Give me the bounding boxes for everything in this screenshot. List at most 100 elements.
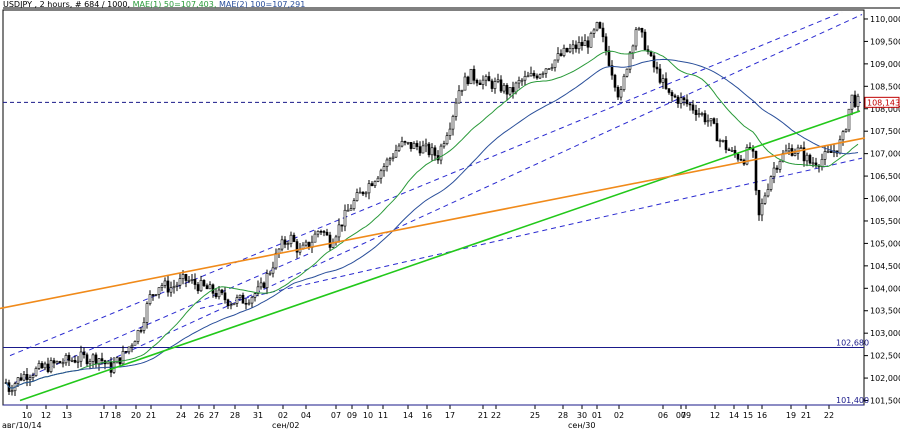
x-tick-label: 07 xyxy=(676,411,686,420)
candle-body xyxy=(676,96,680,104)
candle-body xyxy=(241,294,245,304)
candle-body xyxy=(265,273,269,288)
candle-body xyxy=(370,183,374,187)
x-tick-label: 16 xyxy=(757,411,767,420)
candle-body xyxy=(799,147,803,150)
candle-body xyxy=(544,68,548,74)
candle-body xyxy=(757,190,761,216)
candle-body xyxy=(802,147,806,162)
x-tick-label: 15 xyxy=(743,411,753,420)
candle-body xyxy=(529,72,533,77)
candle-body xyxy=(151,294,155,296)
candle-body xyxy=(292,234,296,242)
y-tick-label: 108,500 xyxy=(870,82,900,91)
channel-lower-line-a xyxy=(14,251,313,384)
candle-body xyxy=(343,209,347,227)
x-tick-label: 21 xyxy=(478,411,488,420)
candle-body xyxy=(580,42,584,47)
y-tick-label: 104,500 xyxy=(870,262,900,271)
candle-body xyxy=(64,354,68,364)
candle-body xyxy=(769,176,773,190)
candle-body xyxy=(829,150,833,153)
candle-body xyxy=(583,40,587,47)
candle-body xyxy=(508,87,512,95)
candle-body xyxy=(394,150,398,158)
candle-body xyxy=(46,363,50,372)
candle-body xyxy=(58,361,62,364)
last-price-box xyxy=(864,96,900,108)
x-tick-label: 04 xyxy=(301,411,311,420)
candle-body xyxy=(304,241,308,246)
candle-body xyxy=(694,109,698,115)
candle-body xyxy=(217,289,221,298)
candle-body xyxy=(247,302,251,305)
x-tick-label: 21 xyxy=(801,411,811,420)
candle-body xyxy=(487,76,491,82)
trendline-green xyxy=(19,110,861,402)
y-tick-label: 104,000 xyxy=(870,284,900,293)
candle-body xyxy=(850,94,854,110)
ma2-line xyxy=(5,58,859,389)
x-tick-label: 22 xyxy=(491,411,501,420)
candle-body xyxy=(520,79,524,82)
candle-body xyxy=(514,82,518,93)
candle-body xyxy=(286,243,290,245)
candle-body xyxy=(379,170,383,179)
x-tick-label: 10 xyxy=(22,411,32,420)
candle-body xyxy=(124,351,128,353)
candle-body xyxy=(136,330,140,342)
x-tick-label: 12 xyxy=(710,411,720,420)
candle-body xyxy=(25,374,29,380)
candle-body xyxy=(598,22,602,29)
candle-body xyxy=(250,296,254,304)
candle-body xyxy=(268,272,272,275)
candle-body xyxy=(169,287,173,293)
candle-body xyxy=(805,154,809,162)
y-tick-label: 105,500 xyxy=(870,217,900,226)
candle-body xyxy=(655,66,659,70)
y-tick-label: 108,000 xyxy=(870,105,900,114)
ma1-line xyxy=(5,50,859,389)
candle-body xyxy=(73,359,77,363)
candle-body xyxy=(457,90,461,104)
candle-body xyxy=(232,302,236,306)
candle-body xyxy=(178,278,182,286)
candle-body xyxy=(19,377,23,381)
candle-body xyxy=(67,354,71,361)
candle-body xyxy=(226,299,230,307)
candle-body xyxy=(679,97,683,104)
candle-body xyxy=(550,67,554,69)
candle-body xyxy=(685,99,689,105)
horizontal-level-label: 102,680 xyxy=(836,339,869,348)
candle-body xyxy=(145,303,149,323)
x-tick-label: 13 xyxy=(62,411,72,420)
candle-body xyxy=(856,95,860,107)
candle-body xyxy=(691,104,695,111)
candle-body xyxy=(34,368,38,376)
x-tick-label: 14 xyxy=(403,411,413,420)
candle-body xyxy=(658,68,662,83)
candle-body xyxy=(592,29,596,34)
candle-body xyxy=(535,75,539,79)
candle-body xyxy=(196,284,200,292)
candle-body xyxy=(229,304,233,307)
candle-body xyxy=(409,142,413,149)
candle-body xyxy=(61,362,65,365)
x-tick-label: 20 xyxy=(131,411,141,420)
candle-body xyxy=(94,354,98,365)
y-tick-label: 105,000 xyxy=(870,239,900,248)
candle-body xyxy=(823,151,827,160)
candle-body xyxy=(712,118,716,124)
candle-body xyxy=(40,363,44,369)
ma1-label: MAE(1) 50=107,403, xyxy=(132,0,217,9)
candle-body xyxy=(127,346,131,353)
candle-body xyxy=(844,129,848,133)
candle-body xyxy=(607,50,611,66)
candle-body xyxy=(253,293,257,298)
x-month-label: сен/30 xyxy=(568,421,595,430)
channel-mid-line xyxy=(99,14,863,366)
candle-body xyxy=(97,358,101,365)
x-tick-label: 19 xyxy=(786,411,796,420)
candle-body xyxy=(424,143,428,147)
